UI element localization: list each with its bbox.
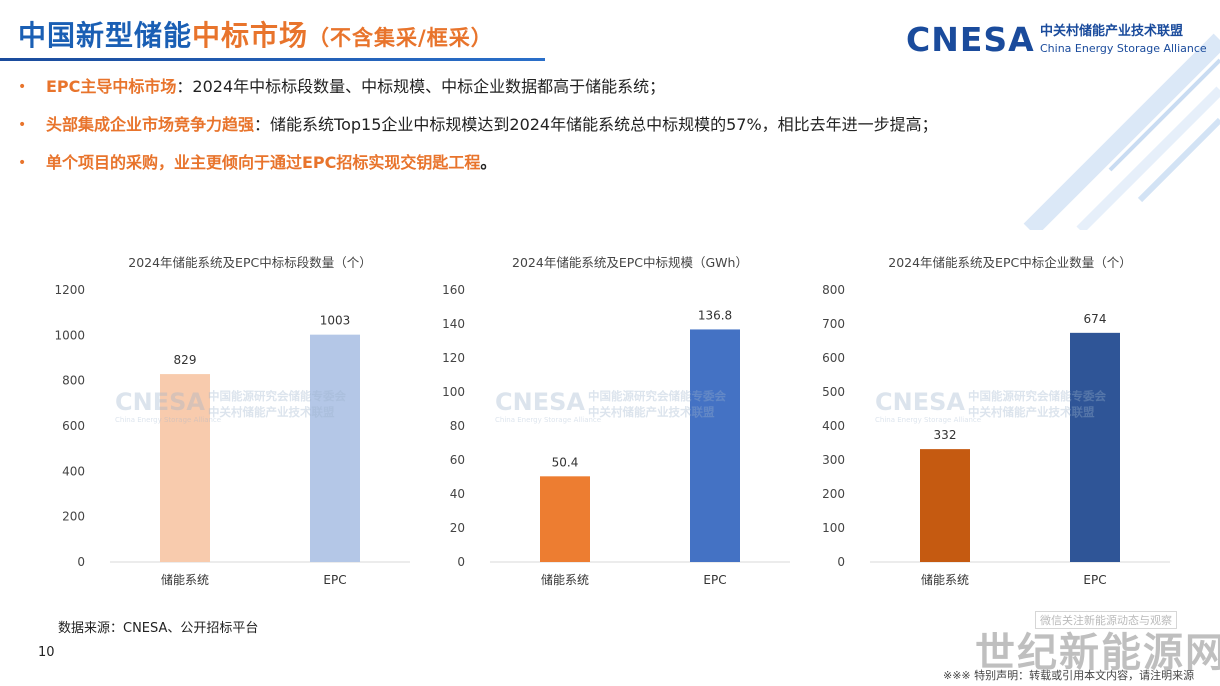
- y-tick-label: 1200: [54, 283, 85, 297]
- y-tick-label: 100: [822, 521, 845, 535]
- watermark-cn2: 中关村储能产业技术联盟: [968, 405, 1095, 419]
- y-tick-label: 800: [822, 283, 845, 297]
- y-tick-label: 0: [77, 555, 85, 569]
- x-tick-label: EPC: [703, 573, 726, 587]
- chart-title: 2024年储能系统及EPC中标企业数量（个）: [888, 255, 1131, 270]
- watermark-cn2: 中关村储能产业技术联盟: [588, 405, 715, 419]
- key-point-1-text: 2024年中标标段数量、中标规模、中标企业数据都高于储能系统；: [192, 77, 666, 96]
- key-point-3-highlight: 单个项目的采购，业主更倾向于通过EPC招标实现交钥匙工程: [46, 153, 481, 172]
- y-tick-label: 100: [442, 385, 465, 399]
- page-title: 中国新型储能中标市场（不含集采/框采）: [18, 14, 493, 54]
- logo-chinese-name: 中关村储能产业技术联盟: [1040, 24, 1184, 39]
- watermark-cn1: 中国能源研究会储能专委会: [208, 389, 346, 403]
- watermark-cn1: 中国能源研究会储能专委会: [968, 389, 1106, 403]
- y-tick-label: 200: [822, 487, 845, 501]
- title-part-blue: 中国新型储能: [18, 19, 193, 52]
- data-label: 50.4: [552, 455, 579, 469]
- x-tick-label: EPC: [1083, 573, 1106, 587]
- title-part-paren: （不含集采/框采）: [308, 26, 493, 50]
- y-tick-label: 700: [822, 317, 845, 331]
- chart-svg: 2024年储能系统及EPC中标标段数量（个） 0 200 400 600 800 1000 1…: [54, 255, 410, 587]
- y-tick-label: 600: [822, 351, 845, 365]
- key-point-2-text: 储能系统Top15企业中标规模达到2024年储能系统总中标规模的57%，相比去年…: [270, 115, 938, 134]
- key-point-1: • EPC主导中标市场：2024年中标标段数量、中标规模、中标企业数据都高于储能…: [18, 74, 1078, 112]
- y-tick-label: 800: [62, 374, 85, 388]
- watermark-sub: China Energy Storage Alliance: [115, 416, 221, 424]
- bullet-marker: •: [18, 155, 27, 171]
- watermark-brand: CNESA: [495, 388, 585, 416]
- y-tick-label: 400: [822, 419, 845, 433]
- logo-wordmark: CNESA: [906, 20, 1035, 59]
- y-tick-label: 400: [62, 464, 85, 478]
- y-tick-label: 120: [442, 351, 465, 365]
- y-tick-label: 1000: [54, 328, 85, 342]
- watermark-brand: CNESA: [115, 388, 205, 416]
- y-tick-label: 0: [457, 555, 465, 569]
- bar-epc: [690, 329, 740, 562]
- key-point-2-highlight: 头部集成企业市场竞争力趋强: [46, 115, 255, 134]
- key-point-2-sep: ：: [254, 115, 271, 134]
- key-point-1-highlight: EPC主导中标市场: [46, 77, 177, 96]
- watermark-cn1: 中国能源研究会储能专委会: [588, 389, 726, 403]
- data-source-note: 数据来源：CNESA、公开招标平台: [58, 621, 259, 636]
- y-tick-label: 200: [62, 510, 85, 524]
- bar-storage-system: [540, 476, 590, 562]
- data-label: 829: [174, 353, 197, 367]
- watermark-cn2: 中关村储能产业技术联盟: [208, 405, 335, 419]
- chart-bid-companies: 2024年储能系统及EPC中标企业数量（个） 0 100 200 300 400 500 60…: [810, 248, 1190, 598]
- decorative-stripes: [1023, 33, 1220, 230]
- x-tick-label: 储能系统: [921, 572, 969, 587]
- watermark-brand: CNESA: [875, 388, 965, 416]
- logo-english-name: China Energy Storage Alliance: [1040, 42, 1207, 55]
- chart-title: 2024年储能系统及EPC中标标段数量（个）: [128, 255, 371, 270]
- chart-bid-sections: 2024年储能系统及EPC中标标段数量（个） 0 200 400 600 800 1000 1…: [50, 248, 430, 598]
- y-tick-label: 40: [450, 487, 465, 501]
- y-tick-label: 140: [442, 317, 465, 331]
- watermark-sub: China Energy Storage Alliance: [875, 416, 981, 424]
- chart-bid-capacity: 2024年储能系统及EPC中标规模（GWh） 0 20 40 60 80 100 120 140…: [430, 248, 810, 598]
- y-tick-label: 60: [450, 453, 465, 467]
- y-tick-label: 600: [62, 419, 85, 433]
- y-tick-label: 300: [822, 453, 845, 467]
- x-tick-label: EPC: [323, 573, 346, 587]
- bar-storage-system: [920, 449, 970, 562]
- page-number: 10: [38, 645, 55, 660]
- key-points-list: • EPC主导中标市场：2024年中标标段数量、中标规模、中标企业数据都高于储能…: [18, 74, 1078, 188]
- key-point-3: • 单个项目的采购，业主更倾向于通过EPC招标实现交钥匙工程。: [18, 150, 1078, 188]
- x-tick-label: 储能系统: [541, 572, 589, 587]
- bar-epc: [310, 334, 360, 562]
- y-tick-label: 80: [450, 419, 465, 433]
- bar-epc: [1070, 332, 1120, 562]
- wechat-stamp: 微信关注新能源动态与观察: [1035, 611, 1177, 629]
- bullet-marker: •: [18, 79, 27, 95]
- chart-svg: 2024年储能系统及EPC中标企业数量（个） 0 100 200 300 400 500 60…: [822, 255, 1170, 587]
- x-tick-label: 储能系统: [161, 572, 209, 587]
- data-label: 674: [1084, 312, 1107, 326]
- key-point-1-sep: ：: [176, 77, 193, 96]
- y-tick-label: 500: [822, 385, 845, 399]
- y-tick-label: 160: [442, 283, 465, 297]
- data-label: 332: [934, 428, 957, 442]
- chart-title: 2024年储能系统及EPC中标规模（GWh）: [512, 255, 748, 270]
- data-label: 136.8: [698, 308, 732, 322]
- watermark-sub: China Energy Storage Alliance: [495, 416, 601, 424]
- y-tick-label: 0: [837, 555, 845, 569]
- disclaimer: ※※※ 特别声明：转载或引用本文内容，请注明来源: [943, 669, 1195, 682]
- chart-svg: 2024年储能系统及EPC中标规模（GWh） 0 20 40 60 80 100 120 140…: [442, 255, 790, 587]
- title-part-orange: 中标市场: [192, 19, 309, 52]
- title-underline: [0, 58, 545, 61]
- data-label: 1003: [320, 314, 351, 328]
- key-point-3-text: 。: [480, 153, 497, 172]
- y-tick-label: 20: [450, 521, 465, 535]
- bullet-marker: •: [18, 117, 27, 133]
- site-watermark: 世纪新能源网: [975, 630, 1220, 676]
- key-point-2: • 头部集成企业市场竞争力趋强：储能系统Top15企业中标规模达到2024年储能…: [18, 112, 1078, 150]
- bar-storage-system: [160, 374, 210, 562]
